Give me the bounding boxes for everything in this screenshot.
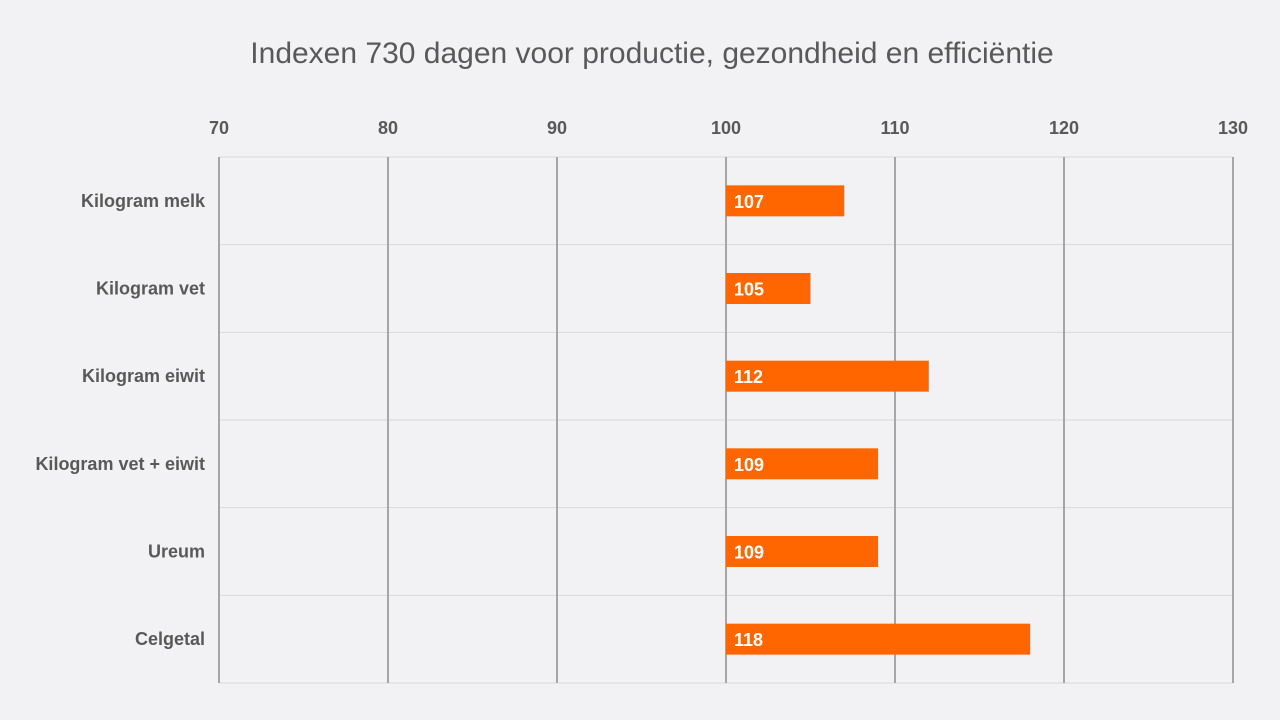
category-labels: Kilogram melk Kilogram vet Kilogram eiwit K… bbox=[35, 191, 206, 649]
bar bbox=[726, 536, 879, 567]
bar-value-label: 107 bbox=[734, 192, 764, 212]
x-tick-label: 120 bbox=[1049, 118, 1079, 138]
category-label: Kilogram vet + eiwit bbox=[35, 454, 205, 474]
bar bbox=[726, 360, 929, 392]
bar-value-label: 118 bbox=[734, 630, 763, 650]
bar bbox=[726, 185, 845, 217]
category-label: Ureum bbox=[148, 542, 205, 562]
grid bbox=[218, 156, 1234, 684]
bar-value-label: 105 bbox=[734, 280, 764, 300]
bar bbox=[726, 623, 1031, 655]
bar-value-label: 112 bbox=[734, 367, 763, 387]
data-labels: 107 105 112 109 109 118 bbox=[734, 192, 764, 650]
category-label: Celgetal bbox=[135, 629, 205, 649]
x-tick-label: 90 bbox=[547, 118, 567, 138]
chart-title: Indexen 730 dagen voor productie, gezond… bbox=[250, 37, 1053, 70]
category-label: Kilogram eiwit bbox=[82, 366, 205, 386]
bars bbox=[726, 185, 1031, 655]
category-label: Kilogram vet bbox=[96, 279, 205, 299]
x-tick-label: 70 bbox=[209, 118, 229, 138]
category-label: Kilogram melk bbox=[81, 191, 206, 211]
x-tick-label: 130 bbox=[1218, 118, 1248, 138]
bar bbox=[726, 448, 879, 480]
x-tick-label: 80 bbox=[378, 118, 398, 138]
x-tick-label: 100 bbox=[711, 118, 741, 138]
x-axis-tick-labels: 70 80 90 100 110 120 130 bbox=[209, 118, 1248, 138]
bar-value-label: 109 bbox=[734, 455, 764, 475]
x-tick-label: 110 bbox=[880, 118, 909, 138]
bar-value-label: 109 bbox=[734, 543, 764, 563]
bar bbox=[726, 273, 811, 304]
